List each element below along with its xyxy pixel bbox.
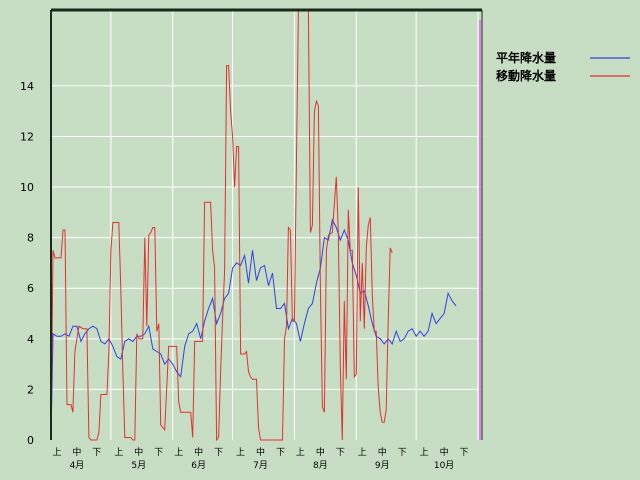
x-tick-label: 中 xyxy=(194,446,203,458)
x-tick-label: 下 xyxy=(398,448,407,458)
y-tick-label: 10 xyxy=(20,181,34,194)
y-tick-label: 12 xyxy=(20,130,34,143)
x-tick-label: 上 xyxy=(420,447,429,458)
x-tick-label: 中 xyxy=(256,446,265,458)
legend-label-1: 平年降水量 xyxy=(496,50,556,65)
x-tick-label: 上 xyxy=(174,447,183,458)
y-tick-label: 8 xyxy=(27,232,34,245)
x-tick-label: 下 xyxy=(92,448,101,458)
x-tick-label: 下 xyxy=(336,448,345,458)
y-tick-label: 2 xyxy=(27,383,34,396)
x-tick-label: 下 xyxy=(154,448,163,458)
series-lines xyxy=(51,9,482,441)
x-tick-label: 上 xyxy=(358,447,367,458)
x-month-label: 6月 xyxy=(191,460,206,471)
x-month-label: 10月 xyxy=(434,460,454,471)
series-line-2 xyxy=(51,9,393,441)
axes xyxy=(50,8,483,440)
x-month-label: 4月 xyxy=(70,460,85,471)
x-tick-label: 上 xyxy=(236,447,245,458)
x-tick-label: 中 xyxy=(72,446,81,458)
x-month-label: 7月 xyxy=(253,460,268,471)
y-axis-tick-labels: 0 2 4 6 8 10 12 14 xyxy=(20,80,34,447)
x-tick-label: 上 xyxy=(52,447,61,458)
x-month-label: 9月 xyxy=(375,460,390,471)
x-tick-label: 下 xyxy=(214,448,223,458)
y-tick-label: 14 xyxy=(20,80,34,93)
x-tick-label: 中 xyxy=(378,446,387,458)
legend-label-2: 移動降水量 xyxy=(496,68,556,83)
x-tick-label: 下 xyxy=(460,448,469,458)
y-tick-label: 4 xyxy=(27,333,34,346)
y-tick-label: 6 xyxy=(27,282,34,295)
x-axis-tick-labels: 上中下上中下上中下上中下上中下上中下上中下4月 5月 6月 7月 8月 9月 10月 xyxy=(52,446,468,471)
x-tick-label: 中 xyxy=(134,446,143,458)
y-tick-label: 0 xyxy=(27,434,34,447)
x-tick-label: 上 xyxy=(114,447,123,458)
x-month-label: 5月 xyxy=(131,460,146,471)
x-month-label: 8月 xyxy=(313,460,328,471)
x-tick-label: 中 xyxy=(440,446,449,458)
x-tick-label: 中 xyxy=(316,446,325,458)
x-tick-label: 下 xyxy=(276,448,285,458)
x-tick-label: 上 xyxy=(296,447,305,458)
